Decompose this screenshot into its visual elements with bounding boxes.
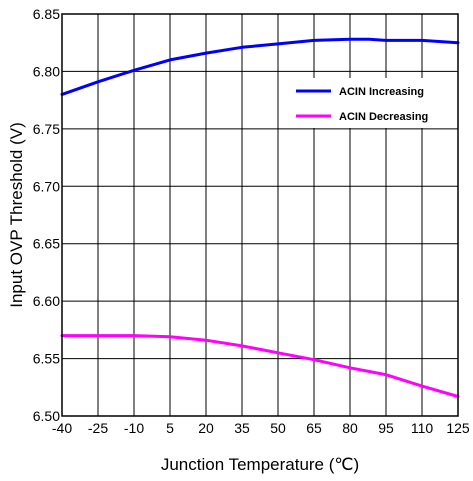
x-axis-title: Junction Temperature (℃)	[161, 455, 359, 474]
x-tick-label: 110	[411, 420, 434, 436]
y-tick-label: 6.50	[33, 408, 60, 424]
x-tick-label: -40	[52, 420, 72, 436]
x-tick-label: 20	[198, 420, 214, 436]
legend-box	[291, 78, 457, 128]
y-tick-label: 6.75	[33, 121, 60, 137]
y-tick-label: 6.65	[33, 236, 60, 252]
y-tick-label: 6.85	[33, 6, 60, 22]
series-line-acin-increasing	[60, 37, 460, 96]
x-tick-label: 80	[342, 420, 358, 436]
x-tick-label: 65	[306, 420, 322, 436]
plot-frame	[61, 13, 459, 417]
x-tick-label: -10	[124, 420, 144, 436]
legend-label: ACIN Increasing	[339, 86, 424, 98]
y-axis-title: Input OVP Threshold (V)	[7, 122, 26, 308]
series-lines	[60, 37, 460, 398]
y-tick-label: 6.60	[33, 293, 60, 309]
y-tick-label: 6.80	[33, 63, 60, 79]
x-tick-label: 50	[270, 420, 286, 436]
tick-labels: -40 -25 -10 5 20 35 50 65 80 95 110 125 6.50 6.55 6.60…	[33, 6, 470, 436]
legend: ACIN Increasing ACIN Decreasing	[291, 78, 457, 128]
x-tick-label: 125	[446, 420, 470, 436]
x-tick-label: 35	[234, 420, 250, 436]
x-tick-label: -25	[88, 420, 108, 436]
y-tick-label: 6.70	[33, 178, 60, 194]
x-tick-label: 5	[166, 420, 174, 436]
y-tick-label: 6.55	[33, 351, 60, 367]
legend-label: ACIN Decreasing	[339, 111, 428, 123]
x-tick-label: 95	[378, 420, 394, 436]
series-line-acin-decreasing	[60, 334, 460, 398]
